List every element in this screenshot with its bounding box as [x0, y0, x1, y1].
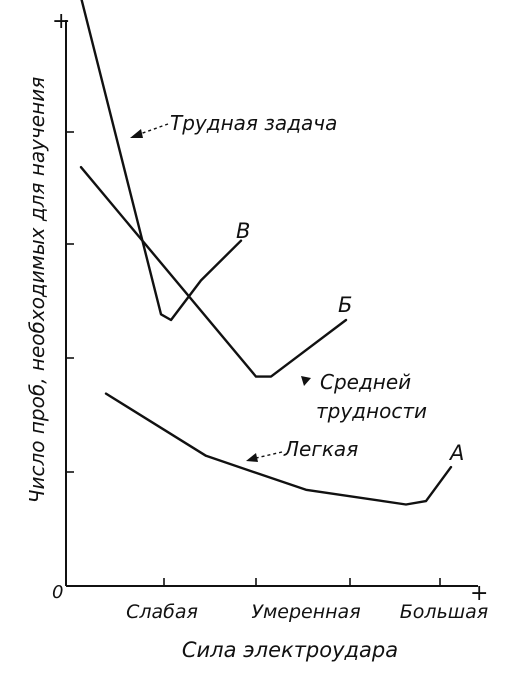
leader-easy	[255, 451, 283, 459]
x-axis-plus-mark: +	[470, 581, 488, 606]
series-end-letter-easy: А	[448, 441, 464, 465]
y-axis-title: Число проб, необходимых для научения	[25, 77, 49, 503]
series-end-letter-medium: Б	[338, 293, 352, 317]
series-label-medium-line2: трудности	[316, 399, 427, 423]
series-label-easy: Легкая	[283, 437, 358, 461]
series-line-hard	[80, 0, 243, 322]
series-label-medium-line1: Средней	[320, 370, 411, 394]
leader-hard-arrowhead	[130, 129, 143, 138]
series-end-letter-hard: В	[236, 219, 250, 243]
leader-easy-arrowhead	[246, 453, 258, 462]
series-label-hard: Трудная задача	[170, 111, 337, 135]
y-axis-plus-mark: +	[52, 9, 70, 34]
series-line-easy	[104, 392, 453, 506]
x-ticks	[163, 578, 441, 586]
x-tick-label-weak: Слабая	[126, 601, 198, 623]
leader-medium-arrowhead	[301, 376, 311, 386]
y-ticks	[66, 131, 74, 473]
leader-hard	[139, 123, 169, 135]
origin-label: 0	[52, 582, 63, 603]
x-tick-label-strong: Большая	[400, 601, 488, 623]
series-line-medium	[79, 166, 348, 378]
x-tick-label-moderate: Умеренная	[251, 601, 360, 623]
x-axis-title: Сила электроудара	[182, 638, 398, 662]
